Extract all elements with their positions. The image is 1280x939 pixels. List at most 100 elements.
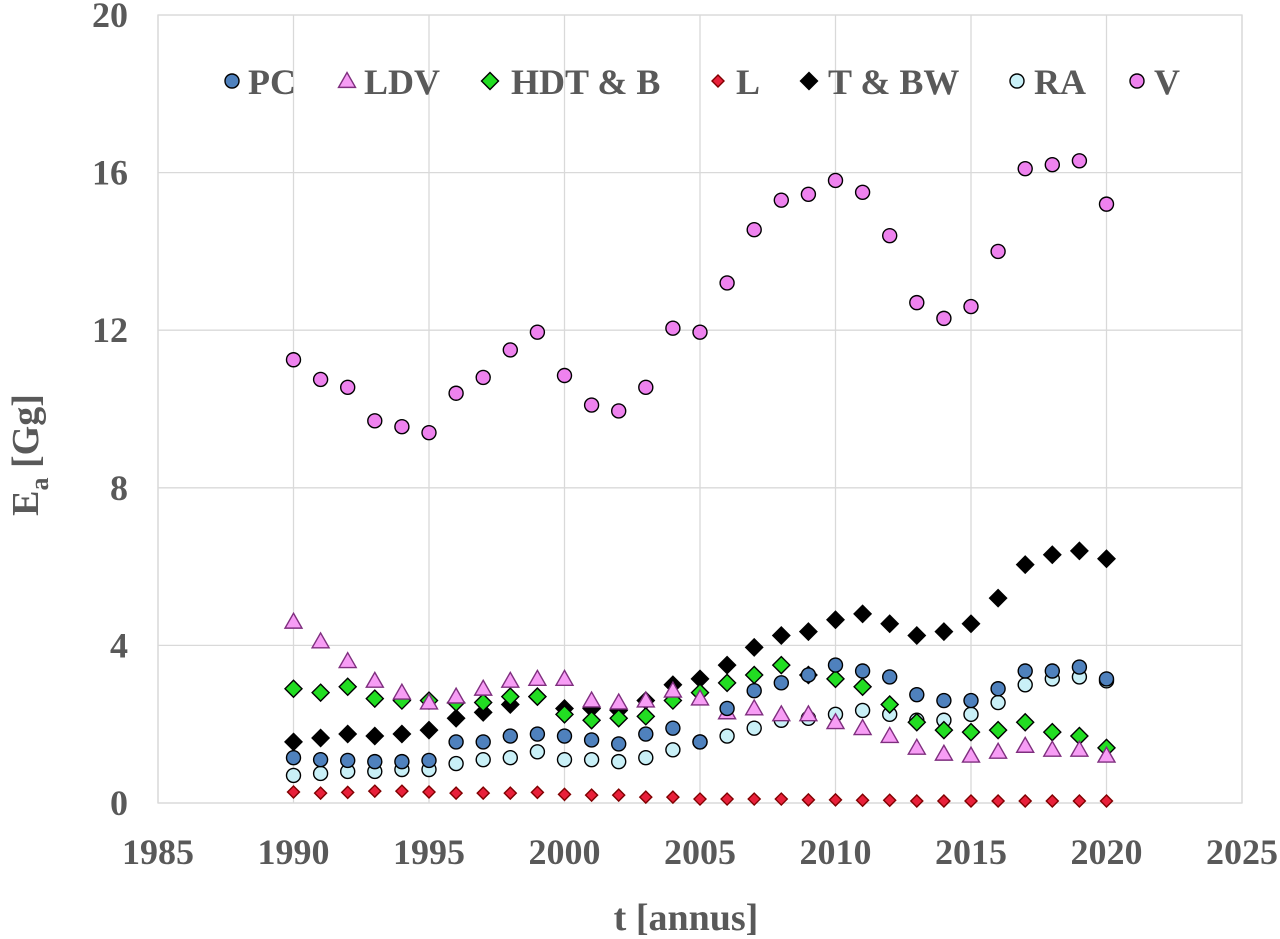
data-point-ldv — [1069, 739, 1090, 757]
data-point-v — [990, 243, 1006, 260]
data-point-hdt-b — [934, 720, 954, 740]
data-point-v — [719, 275, 735, 291]
data-point-v — [800, 186, 817, 202]
data-point-pc — [340, 752, 356, 769]
data-point-l — [801, 792, 816, 807]
data-point-l — [720, 792, 735, 807]
data-point-t-bw — [798, 622, 818, 642]
data-point-pc — [909, 686, 925, 703]
legend-label-hdt-b: HDT & B — [511, 62, 660, 102]
x-tick-label: 2000 — [529, 832, 601, 872]
data-point-ldv — [283, 611, 304, 629]
data-point-t-bw — [853, 604, 873, 624]
data-point-ldv — [690, 688, 710, 706]
data-point-t-bw — [392, 724, 412, 744]
data-point-l — [936, 794, 951, 809]
data-point-l — [855, 793, 870, 808]
legend-marker-l — [711, 74, 725, 88]
data-point-t-bw — [826, 610, 845, 630]
data-point-t-bw — [365, 726, 385, 746]
data-point-l — [394, 784, 409, 799]
x-tick-label: 1990 — [258, 832, 330, 872]
data-point-pc — [421, 752, 437, 769]
data-point-l — [1099, 794, 1114, 809]
data-point-pc — [638, 726, 654, 742]
data-point-l — [1045, 794, 1060, 809]
data-point-ldv — [500, 670, 521, 688]
data-point-ra — [502, 749, 518, 766]
data-point-t-bw — [934, 622, 954, 642]
data-point-l — [747, 792, 762, 807]
x-tick-label: 2005 — [664, 832, 736, 872]
data-point-v — [285, 352, 302, 368]
data-point-v — [394, 419, 410, 435]
data-point-pc — [882, 669, 898, 685]
data-point-l — [476, 786, 491, 801]
data-point-l — [1072, 794, 1087, 809]
data-point-pc — [448, 734, 464, 750]
data-point-v — [1098, 196, 1115, 212]
data-point-hdt-b — [826, 669, 845, 689]
data-point-ldv — [988, 741, 1008, 759]
data-point-v — [556, 367, 573, 384]
data-point-v — [963, 298, 979, 315]
data-point-ra — [638, 749, 654, 766]
data-point-l — [584, 788, 599, 803]
data-point-ldv — [581, 690, 602, 708]
data-point-hdt-b — [582, 710, 602, 730]
data-point-pc — [367, 753, 383, 770]
data-point-ra — [475, 751, 491, 768]
data-point-t-bw — [907, 626, 927, 646]
y-axis-title-main: E — [5, 491, 47, 516]
data-point-hdt-b — [527, 687, 547, 707]
data-point-ldv — [663, 680, 683, 698]
data-point-l — [774, 792, 789, 807]
data-point-t-bw — [1015, 555, 1035, 575]
data-point-ldv — [473, 678, 493, 696]
data-point-v — [773, 192, 789, 208]
x-tick-label: 1985 — [122, 832, 194, 872]
data-point-t-bw — [1097, 549, 1116, 569]
data-point-l — [693, 792, 707, 807]
data-point-hdt-b — [744, 665, 764, 685]
data-point-ra — [448, 755, 464, 772]
x-axis-title: t [annus] — [614, 897, 759, 939]
data-point-l — [611, 788, 626, 803]
data-point-pc — [556, 728, 573, 744]
data-point-l — [1018, 794, 1033, 809]
data-point-v — [827, 172, 844, 189]
data-point-hdt-b — [500, 687, 520, 707]
x-tick-label: 1995 — [393, 832, 465, 872]
legend-marker-pc — [224, 73, 240, 89]
data-point-l — [422, 784, 436, 799]
data-point-t-bw — [1042, 545, 1062, 565]
data-point-v — [475, 369, 491, 386]
data-point-t-bw — [771, 626, 791, 646]
data-point-hdt-b — [609, 708, 629, 728]
x-tick-label: 2010 — [800, 832, 872, 872]
data-point-l — [313, 786, 328, 801]
x-tick-label: 2020 — [1071, 832, 1143, 872]
data-point-l — [286, 784, 301, 799]
data-point-pc — [394, 753, 410, 770]
data-point-v — [312, 371, 329, 388]
data-point-ldv — [446, 686, 466, 704]
y-tick-label: 8 — [110, 468, 128, 508]
data-point-v — [448, 385, 464, 401]
data-point-ldv — [365, 670, 385, 688]
data-point-l — [991, 794, 1006, 809]
data-point-hdt-b — [771, 655, 791, 675]
data-point-ra — [719, 728, 735, 744]
y-axis-title-unit: [Gg] — [5, 394, 47, 477]
data-point-ra — [963, 706, 979, 723]
data-point-t-bw — [880, 614, 900, 634]
y-tick-label: 16 — [92, 153, 128, 193]
legend-label-t-bw: T & BW — [828, 62, 959, 102]
legend-label-pc: PC — [248, 62, 296, 102]
data-point-v — [502, 342, 518, 358]
data-point-t-bw — [1069, 541, 1089, 561]
data-point-pc — [854, 663, 871, 679]
data-point-v — [583, 397, 600, 413]
data-point-ldv — [771, 704, 792, 722]
series-ldv — [283, 611, 1117, 763]
